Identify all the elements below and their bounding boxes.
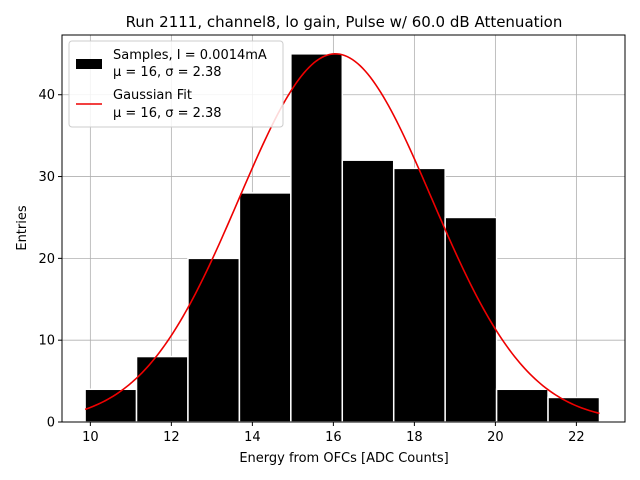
- x-tick-label: 20: [487, 430, 504, 445]
- y-tick-label: 0: [47, 416, 55, 431]
- legend-fit-label: Gaussian Fit: [113, 88, 192, 103]
- x-axis-ticks: 10 12 14 16 18 20 22: [82, 422, 585, 445]
- y-tick-label: 30: [38, 170, 55, 185]
- x-tick-label: 18: [406, 430, 423, 445]
- histogram-bar: [341, 159, 395, 423]
- x-tick-label: 14: [244, 430, 261, 445]
- y-tick-label: 20: [38, 252, 55, 267]
- y-axis-label: Entries: [15, 205, 30, 251]
- legend: Samples, I = 0.0014mA μ = 16, σ = 2.38 G…: [68, 40, 284, 128]
- gaussian-fit: [84, 53, 600, 415]
- histogram-bar: [444, 216, 498, 423]
- histogram-bar: [238, 192, 292, 423]
- histogram-bar: [495, 388, 549, 423]
- chart-title: Run 2111, channel8, lo gain, Pulse w/ 60…: [126, 13, 563, 31]
- y-axis-ticks: 0 10 20 30 40: [38, 88, 62, 431]
- y-tick-label: 40: [38, 88, 55, 103]
- histogram-bar: [187, 257, 241, 423]
- legend-samples-label: Samples, I = 0.0014mA: [113, 48, 267, 63]
- histogram-bars: [84, 53, 601, 423]
- histogram-bar: [392, 167, 446, 423]
- gaussian-fit-curve: [84, 53, 600, 415]
- x-tick-label: 22: [568, 430, 585, 445]
- x-axis-label: Energy from OFCs [ADC Counts]: [239, 451, 448, 466]
- histogram-bar: [290, 53, 344, 423]
- x-tick-label: 12: [163, 430, 180, 445]
- legend-samples-stats: μ = 16, σ = 2.38: [113, 65, 222, 80]
- legend-bar-swatch: [76, 59, 102, 69]
- x-tick-label: 10: [82, 430, 99, 445]
- y-tick-label: 10: [38, 334, 55, 349]
- legend-box: [68, 40, 284, 128]
- histogram-bar: [135, 355, 189, 423]
- x-tick-label: 16: [325, 430, 342, 445]
- histogram-bar: [547, 396, 601, 423]
- legend-fit-stats: μ = 16, σ = 2.38: [113, 106, 222, 121]
- plot-frame: [61, 34, 626, 423]
